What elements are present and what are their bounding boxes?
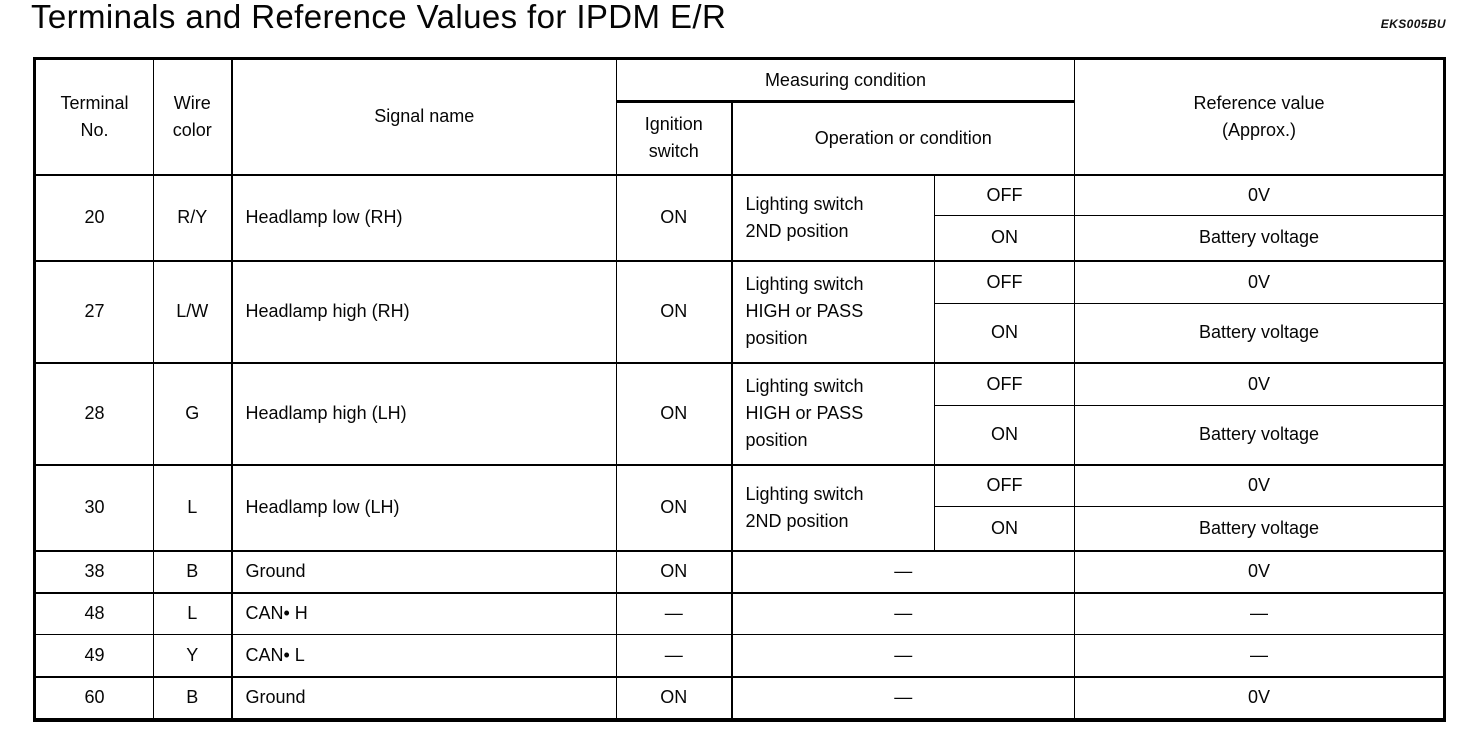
terminals-table: Terminal No. Wire color Signal name Meas…: [33, 57, 1446, 722]
wire-color-cell: L: [153, 463, 233, 551]
reference-value-cell: 0V: [1074, 173, 1445, 216]
switch-state-cell: OFF: [934, 463, 1075, 507]
page-title: Terminals and Reference Values for IPDM …: [31, 0, 727, 35]
terminal-no-cell: 20: [34, 173, 154, 261]
operation-cell: —: [731, 591, 1075, 635]
reference-value-cell: 0V: [1074, 361, 1445, 406]
wire-color-cell: G: [153, 361, 233, 465]
reference-value-cell: 0V: [1074, 675, 1445, 720]
switch-state-cell: ON: [934, 215, 1075, 261]
reference-value-cell: 0V: [1074, 463, 1445, 507]
wire-color-cell: R/Y: [153, 173, 233, 261]
operation-cell: Lighting switch 2ND position: [731, 463, 935, 551]
operation-cell: —: [731, 549, 1075, 593]
reference-value-cell: Battery voltage: [1074, 506, 1445, 551]
doc-code: EKS005BU: [1380, 17, 1446, 31]
terminal-no-cell: 30: [34, 463, 154, 551]
ignition-switch-cell: ON: [616, 173, 733, 261]
col-header-reference-value: Reference value (Approx.): [1074, 58, 1445, 175]
signal-name-cell: Headlamp low (LH): [231, 463, 617, 551]
ignition-switch-cell: ON: [616, 463, 733, 551]
operation-cell: Lighting switch HIGH or PASS position: [731, 361, 935, 465]
wire-color-cell: L: [153, 591, 233, 635]
reference-value-cell: Battery voltage: [1074, 215, 1445, 261]
signal-name-cell: Headlamp low (RH): [231, 173, 617, 261]
reference-value-cell: 0V: [1074, 549, 1445, 593]
col-header-wire-color: Wire color: [153, 58, 233, 175]
terminal-no-cell: 49: [34, 634, 154, 677]
wire-color-cell: L/W: [153, 259, 233, 363]
operation-cell: —: [731, 634, 1075, 677]
wire-color-cell: B: [153, 549, 233, 593]
reference-value-cell: —: [1074, 634, 1445, 677]
terminal-no-cell: 60: [34, 675, 154, 720]
terminal-no-cell: 38: [34, 549, 154, 593]
col-header-ignition-switch: Ignition switch: [616, 101, 733, 176]
switch-state-cell: OFF: [934, 361, 1075, 406]
switch-state-cell: ON: [934, 405, 1075, 465]
wire-color-cell: Y: [153, 634, 233, 677]
col-header-terminal-no: Terminal No.: [34, 58, 154, 175]
ignition-switch-cell: ON: [616, 675, 733, 720]
col-header-measuring-condition: Measuring condition: [616, 58, 1075, 103]
switch-state-cell: OFF: [934, 173, 1075, 216]
signal-name-cell: CAN• H: [231, 591, 617, 635]
wire-color-cell: B: [153, 675, 233, 720]
signal-name-cell: Ground: [231, 549, 617, 593]
switch-state-cell: OFF: [934, 259, 1075, 304]
ignition-switch-cell: —: [616, 634, 733, 677]
signal-name-cell: CAN• L: [231, 634, 617, 677]
reference-value-cell: 0V: [1074, 259, 1445, 304]
reference-value-cell: Battery voltage: [1074, 405, 1445, 465]
signal-name-cell: Headlamp high (RH): [231, 259, 617, 363]
ignition-switch-cell: —: [616, 591, 733, 635]
ignition-switch-cell: ON: [616, 549, 733, 593]
col-header-operation-or-condition: Operation or condition: [731, 101, 1075, 176]
terminal-no-cell: 27: [34, 259, 154, 363]
col-header-signal-name: Signal name: [231, 58, 617, 175]
terminal-no-cell: 48: [34, 591, 154, 635]
signal-name-cell: Ground: [231, 675, 617, 720]
reference-value-cell: Battery voltage: [1074, 303, 1445, 363]
switch-state-cell: ON: [934, 506, 1075, 551]
operation-cell: Lighting switch 2ND position: [731, 173, 935, 261]
ignition-switch-cell: ON: [616, 361, 733, 465]
signal-name-cell: Headlamp high (LH): [231, 361, 617, 465]
terminal-no-cell: 28: [34, 361, 154, 465]
reference-value-cell: —: [1074, 591, 1445, 635]
ignition-switch-cell: ON: [616, 259, 733, 363]
operation-cell: Lighting switch HIGH or PASS position: [731, 259, 935, 363]
operation-cell: —: [731, 675, 1075, 720]
switch-state-cell: ON: [934, 303, 1075, 363]
